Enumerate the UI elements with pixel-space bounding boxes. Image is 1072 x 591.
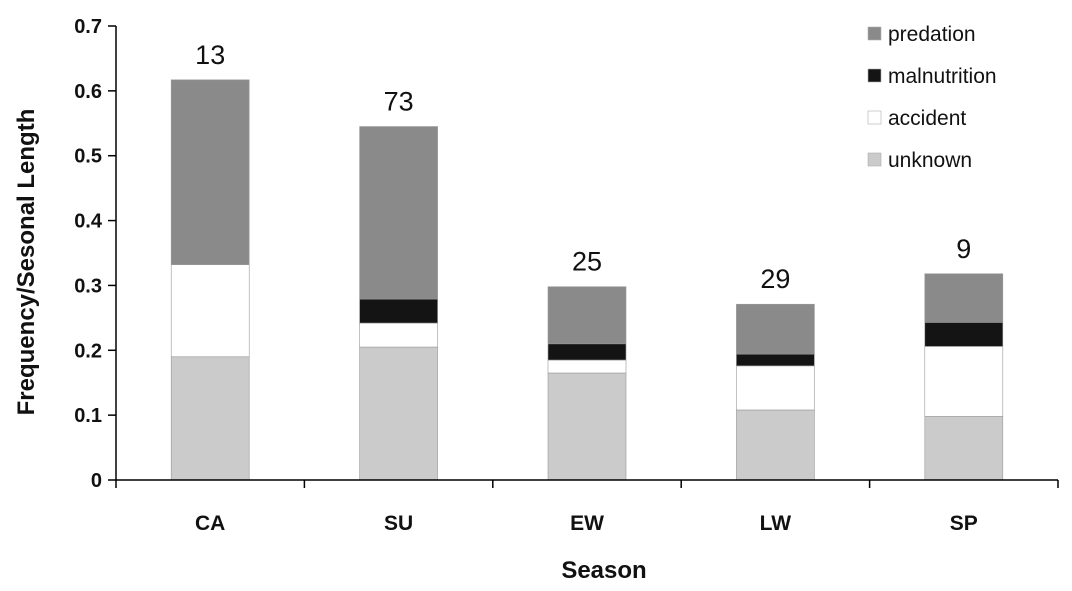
bar-segment-accident [547, 359, 627, 374]
bar-segment-unknown [736, 409, 815, 481]
bar-segment-unknown [924, 416, 1004, 481]
y-tick-label: 0.2 [74, 340, 102, 362]
bar-segment-predation [924, 273, 1004, 323]
bar-segment-unknown [170, 356, 250, 481]
legend-swatch-predation [867, 26, 882, 41]
bar-total-label: 29 [760, 264, 790, 294]
bar-segment-accident [359, 322, 438, 348]
bar-segment-unknown [359, 346, 438, 481]
bar-segment-predation [547, 286, 627, 345]
y-tick-label: 0.1 [74, 405, 102, 427]
bar-segment-predation [170, 79, 250, 265]
bar-segment-accident [170, 264, 250, 358]
bar-segment-malnutrition [736, 353, 815, 367]
bar-segment-predation [359, 126, 438, 300]
y-tick-label: 0.6 [74, 81, 102, 103]
legend-label-predation: predation [888, 23, 976, 46]
bar-total-label: 9 [956, 234, 971, 264]
bars-layer [170, 79, 1004, 481]
axes-layer [115, 26, 1058, 481]
x-tick-label: EW [570, 512, 604, 535]
bar-total-label: 13 [195, 40, 225, 70]
bar-total-label: 25 [572, 247, 602, 277]
y-tick-label: 0.5 [74, 146, 102, 168]
bar-total-labels: 13 73 25 29 9 [195, 40, 971, 294]
y-tick-label: 0.4 [74, 211, 103, 233]
x-tick-label: SU [384, 512, 413, 535]
legend-label-unknown: unknown [888, 149, 972, 172]
bar-segment-malnutrition [359, 298, 438, 324]
y-tick-label: 0 [91, 470, 102, 492]
bar-segment-accident [736, 365, 815, 411]
bar-total-label: 73 [384, 87, 414, 117]
x-tick-label: SP [950, 512, 978, 535]
legend-swatch-unknown [867, 152, 882, 167]
x-tick-label: LW [760, 512, 792, 535]
legend-swatch-malnutrition [867, 68, 882, 83]
legend: predation malnutrition accident unknown [867, 23, 997, 172]
bar-segment-accident [924, 346, 1004, 417]
y-tick-label: 0.7 [74, 16, 102, 38]
bar-segment-unknown [547, 372, 627, 481]
y-tick-label: 0.3 [74, 275, 102, 297]
x-axis-title: Season [561, 557, 646, 584]
bar-segment-predation [736, 303, 815, 355]
legend-label-malnutrition: malnutrition [888, 65, 997, 88]
y-axis-title: Frequency/Sesonal Length [13, 109, 40, 416]
x-tick-labels: CA SU EW LW SP [115, 480, 1059, 535]
legend-label-accident: accident [888, 107, 966, 130]
x-tick-label: CA [195, 512, 225, 535]
bar-segment-malnutrition [924, 322, 1004, 347]
legend-swatch-accident [867, 110, 882, 125]
bar-segment-malnutrition [547, 343, 627, 361]
y-tick-labels: 0 0.1 0.2 0.3 0.4 0.5 0.6 0.7 [74, 16, 116, 492]
